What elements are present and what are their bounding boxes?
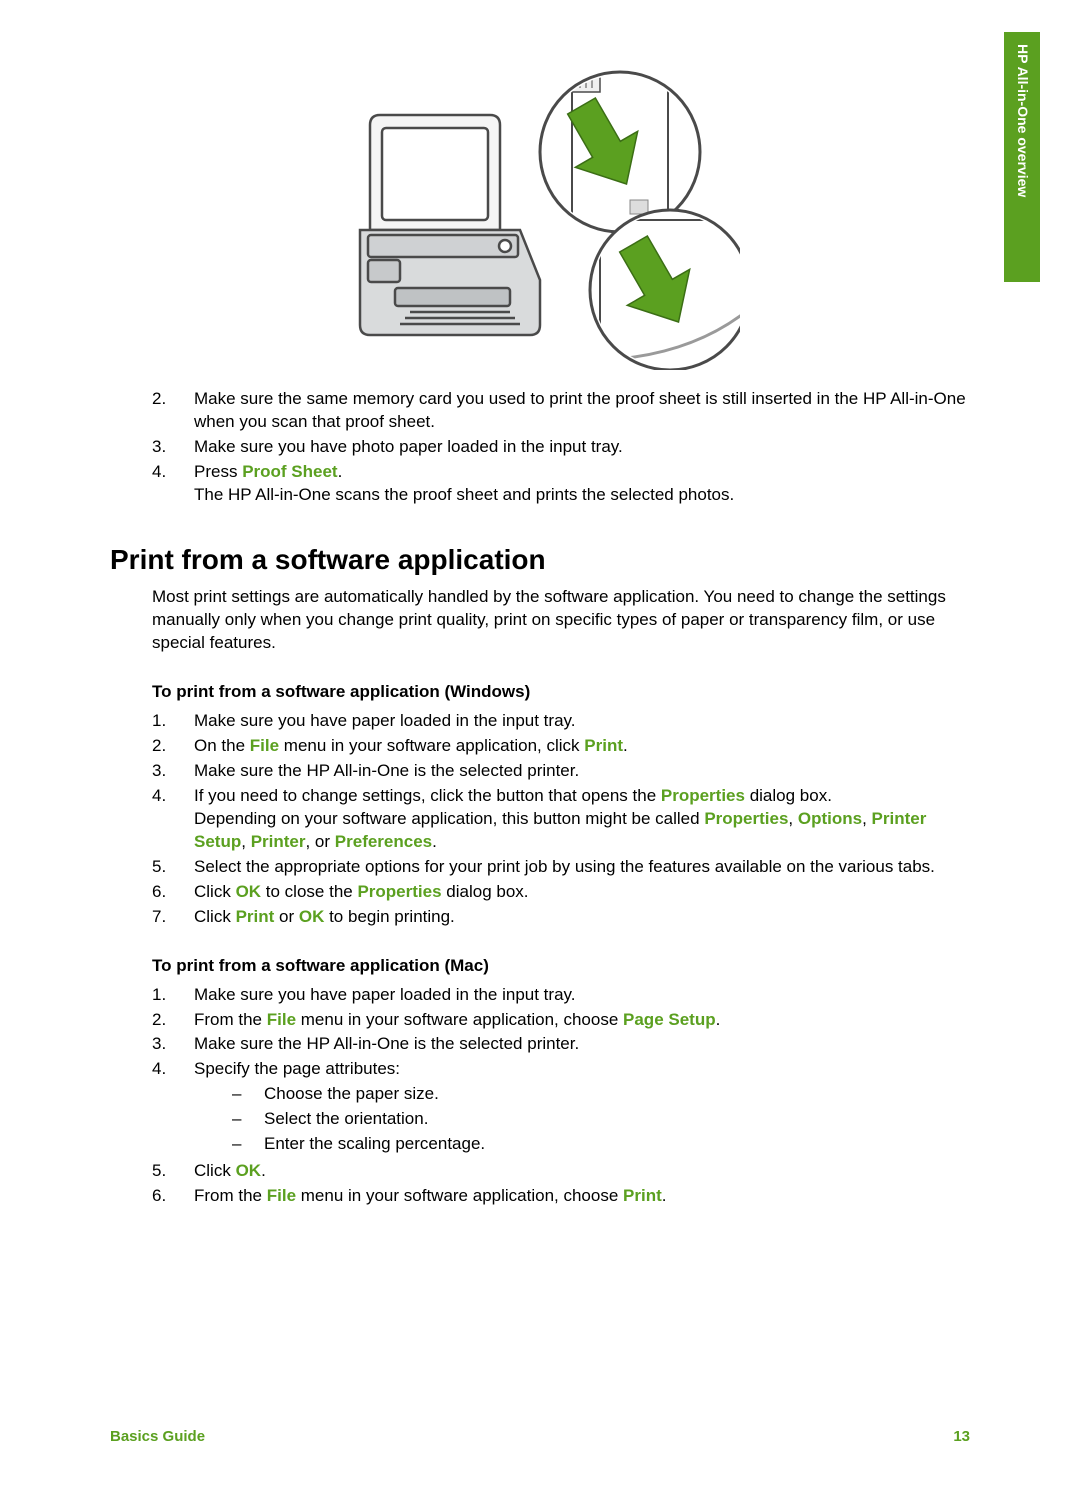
step-text: From the File menu in your software appl…: [194, 1009, 970, 1032]
step-number: 3.: [152, 436, 194, 459]
footer-guide-title: Basics Guide: [110, 1427, 205, 1447]
proof-sheet-steps: 2.Make sure the same memory card you use…: [152, 388, 970, 507]
step-text: Make sure the HP All-in-One is the selec…: [194, 1033, 970, 1056]
step-text: Make sure you have paper loaded in the i…: [194, 710, 970, 733]
step-text: Click OK.: [194, 1160, 970, 1183]
page-footer: Basics Guide 13: [110, 1427, 970, 1447]
intro-paragraph: Most print settings are automatically ha…: [152, 586, 970, 655]
printer-illustration: [340, 60, 740, 370]
step-text: Press Proof Sheet. The HP All-in-One sca…: [194, 461, 970, 507]
mac-steps: 1.Make sure you have paper loaded in the…: [152, 984, 970, 1208]
footer-page-number: 13: [953, 1427, 970, 1447]
step-text: Make sure the same memory card you used …: [194, 388, 970, 434]
sub-step: Enter the scaling percentage.: [264, 1133, 485, 1156]
step-text: Specify the page attributes: –Choose the…: [194, 1058, 970, 1158]
step-number: 2.: [152, 388, 194, 434]
step-text: Make sure the HP All-in-One is the selec…: [194, 760, 970, 783]
step-text: Select the appropriate options for your …: [194, 856, 970, 879]
mac-subheading: To print from a software application (Ma…: [152, 955, 970, 978]
section-heading: Print from a software application: [110, 541, 970, 579]
windows-steps: 1.Make sure you have paper loaded in the…: [152, 710, 970, 928]
step-text: Make sure you have paper loaded in the i…: [194, 984, 970, 1007]
step-text: If you need to change settings, click th…: [194, 785, 970, 854]
step-text: From the File menu in your software appl…: [194, 1185, 970, 1208]
step-text: On the File menu in your software applic…: [194, 735, 970, 758]
windows-subheading: To print from a software application (Wi…: [152, 681, 970, 704]
sub-step: Select the orientation.: [264, 1108, 428, 1131]
step-text: Click Print or OK to begin printing.: [194, 906, 970, 929]
step-number: 4.: [152, 461, 194, 507]
step-text: Click OK to close the Properties dialog …: [194, 881, 970, 904]
step-text: Make sure you have photo paper loaded in…: [194, 436, 970, 459]
section-tab: HP All-in-One overview: [1004, 32, 1040, 282]
sub-step: Choose the paper size.: [264, 1083, 439, 1106]
